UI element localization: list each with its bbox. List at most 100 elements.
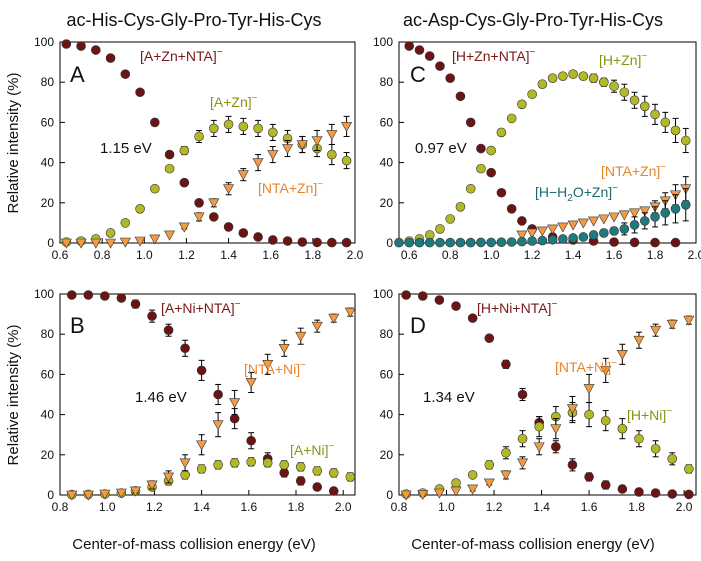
data-point	[618, 210, 630, 221]
data-point	[296, 140, 308, 151]
data-point	[660, 208, 671, 218]
data-point	[278, 343, 290, 354]
data-point	[517, 433, 528, 444]
x-tick-label: 2.0	[688, 248, 701, 262]
data-point	[328, 468, 339, 478]
data-point	[619, 224, 630, 234]
y-tick-label: 20	[41, 448, 55, 462]
data-point	[213, 389, 223, 400]
data-point	[667, 489, 678, 499]
data-point	[445, 214, 456, 224]
threshold-energy: 1.15 eV	[100, 140, 152, 157]
y-tick-label: 40	[41, 408, 55, 422]
data-point	[282, 144, 294, 155]
data-point	[578, 232, 589, 242]
data-point	[401, 290, 411, 300]
data-point	[196, 464, 207, 474]
chart-panel-C: 0 20 40 60 80 100 0.6 0.8 1.0 1.2 1.4 1.6 1.8 2.0 C 0.9…	[373, 35, 701, 262]
data-point	[534, 421, 544, 432]
panel-label: A	[70, 62, 85, 87]
series-annotation: [A+Zn+NTA]−	[140, 47, 223, 64]
y-tick-label: 60	[380, 115, 394, 129]
series--nta-ni-	[66, 307, 356, 501]
chart-panel-D: 0 20 40 60 80 100 0.8 1.0 1.2 1.4 1.6 1.8 2.0 D 1.34 e…	[373, 287, 697, 514]
data-point	[163, 472, 175, 483]
data-point	[547, 234, 558, 245]
data-point	[134, 236, 146, 247]
series--h-zn-	[404, 69, 691, 246]
data-point	[609, 237, 619, 247]
data-point	[209, 123, 219, 134]
data-point	[486, 237, 496, 248]
data-point	[208, 198, 220, 209]
data-point	[327, 149, 337, 160]
data-point	[517, 216, 527, 226]
x-tick-label: 1.0	[136, 248, 153, 262]
data-point	[536, 226, 548, 237]
data-point	[537, 235, 548, 246]
title-right: ac-Asp-Cys-Gly-Pro-Tyr-His-Cys	[403, 10, 663, 30]
x-tick-label: 1.4	[193, 500, 210, 514]
data-point	[341, 155, 352, 166]
data-point	[435, 237, 445, 248]
data-point	[476, 237, 486, 248]
y-tick-label: 0	[47, 236, 54, 250]
data-point	[404, 41, 415, 51]
data-point	[311, 321, 323, 332]
data-point	[455, 91, 466, 102]
data-point	[639, 206, 651, 217]
x-tick-label: 0.8	[52, 500, 69, 514]
data-point	[465, 117, 476, 128]
y-tick-label: 80	[380, 327, 394, 341]
data-point	[90, 238, 102, 249]
series-annotation: [A+Ni]−	[290, 441, 335, 458]
x-tick-label: 1.4	[565, 248, 582, 262]
x-tick-label: 0.6	[52, 248, 69, 262]
data-point	[435, 61, 445, 71]
data-point	[501, 359, 511, 370]
data-point	[179, 177, 190, 188]
series-annotation: [H+Zn+NTA]−	[452, 47, 536, 64]
data-point	[253, 123, 263, 134]
data-point	[193, 212, 205, 223]
data-point	[400, 490, 412, 501]
data-point	[578, 71, 589, 81]
x-tick-label: 0.6	[401, 248, 418, 262]
x-tick-label: 1.2	[178, 248, 195, 262]
data-point	[450, 486, 462, 497]
y-tick-label: 60	[41, 115, 55, 129]
x-tick-label: 1.8	[305, 248, 322, 262]
data-point	[639, 216, 650, 226]
data-point	[584, 472, 594, 482]
x-tick-label: 1.6	[581, 500, 598, 514]
data-point	[268, 235, 278, 245]
ylabel-bottom: Relative intensity (%)	[5, 325, 22, 466]
data-point	[617, 423, 628, 434]
data-point	[567, 460, 578, 470]
data-point	[105, 228, 116, 238]
data-point	[213, 460, 223, 470]
series--a-ni-	[67, 457, 356, 500]
x-tick-label: 1.2	[146, 500, 163, 514]
data-point	[577, 218, 589, 229]
data-point	[120, 218, 131, 228]
data-point	[619, 87, 630, 98]
data-point	[83, 290, 94, 300]
data-point	[547, 224, 559, 235]
data-point	[135, 87, 145, 98]
data-point	[616, 349, 628, 360]
data-point	[633, 335, 645, 346]
data-point	[600, 480, 611, 490]
data-point	[670, 237, 681, 248]
data-point	[533, 442, 545, 453]
data-point	[584, 409, 594, 420]
chart-panel-A: 0 20 40 60 80 100 0.6 0.8 1.0 1.2 1.4 1.6 1.8 2.0 A 1.1…	[34, 35, 364, 262]
data-point	[670, 125, 681, 136]
data-point	[445, 73, 456, 83]
x-tick-label: 1.4	[533, 500, 550, 514]
data-point	[599, 77, 609, 87]
data-point	[246, 457, 256, 467]
x-tick-label: 0.8	[391, 500, 408, 514]
data-point	[253, 232, 263, 242]
data-point	[506, 204, 517, 214]
